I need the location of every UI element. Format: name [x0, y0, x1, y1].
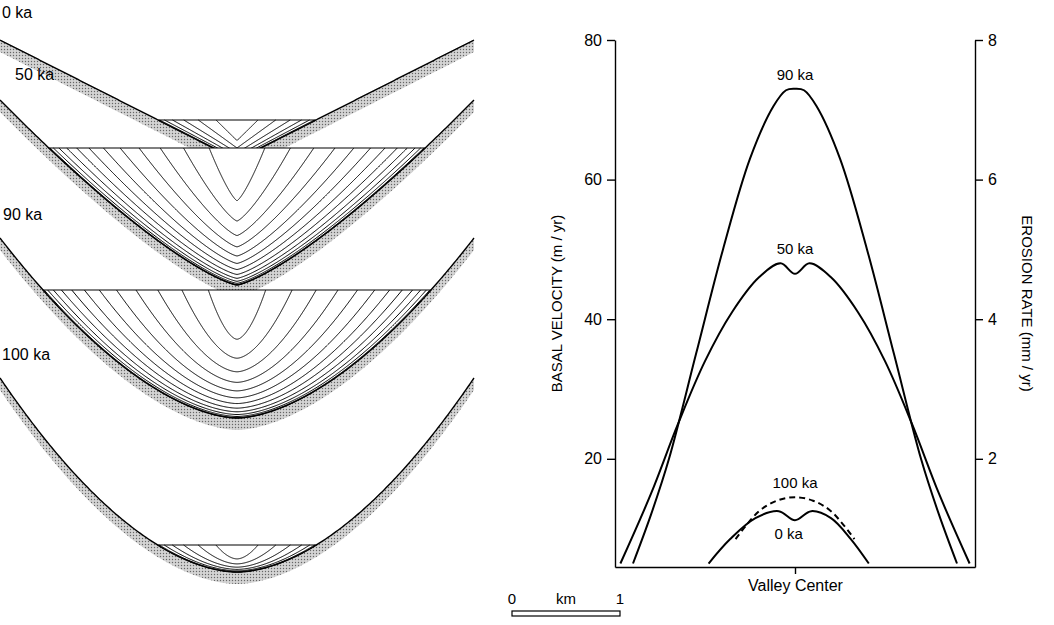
tick-mark	[975, 179, 983, 180]
velocity-contour	[158, 290, 316, 372]
tick-label: 4	[988, 311, 997, 328]
velocity-contour	[67, 148, 408, 278]
bedrock	[0, 238, 474, 430]
velocity-contour	[61, 290, 412, 412]
cross-section: 90 ka	[0, 206, 474, 430]
axis-line	[975, 41, 976, 568]
tick: 2	[975, 450, 997, 467]
cross-section: 100 ka	[0, 346, 474, 584]
velocity-contour	[84, 290, 389, 404]
velocity-contour	[50, 148, 424, 285]
tick-mark	[975, 459, 983, 460]
y-axis-title: BASAL VELOCITY (m / yr)	[548, 215, 565, 393]
figure: 0 ka 50 ka 90 ka 100 ka 0 1 km 20 40 60 80 2 4 6 8 Vall…	[0, 0, 1054, 625]
scale-bar-bar	[512, 611, 620, 616]
section-label: 0 ka	[2, 4, 32, 21]
y2-axis-title: EROSION RATE (mm / yr)	[1019, 215, 1036, 391]
velocity-contour	[159, 545, 314, 572]
velocity-contour	[184, 148, 291, 221]
velocity-contour	[77, 148, 398, 274]
velocity-contour	[172, 545, 301, 569]
cross-sections: 0 ka 50 ka 90 ka 100 ka	[0, 4, 474, 584]
velocity-contour	[53, 290, 420, 415]
velocity-contour	[208, 290, 265, 339]
velocity-contour	[89, 148, 385, 269]
series-line	[709, 511, 869, 563]
velocity-contour	[117, 290, 358, 391]
section-label: 90 ka	[3, 206, 42, 223]
velocity-contour	[48, 290, 427, 416]
axis-line	[615, 41, 616, 568]
velocity-contour	[184, 545, 291, 567]
velocity-contour	[198, 120, 275, 148]
plot-area	[620, 89, 969, 564]
velocity-contour	[139, 148, 335, 247]
tick: 20	[584, 450, 615, 467]
valley-profile	[0, 238, 474, 418]
velocity-contour	[164, 545, 310, 571]
scale-bar-unit: km	[556, 590, 576, 607]
tick: 4	[975, 311, 997, 328]
velocity-contour	[44, 290, 430, 418]
valley-profile	[0, 100, 474, 285]
tick-label: 60	[584, 171, 602, 188]
series-label: 0 ka	[775, 525, 804, 542]
velocity-contour	[103, 148, 370, 263]
velocity-contour	[198, 545, 276, 564]
section-label: 50 ka	[15, 66, 54, 83]
velocity-contour	[160, 148, 314, 236]
series-line	[633, 89, 957, 564]
tick-label: 80	[584, 32, 602, 49]
scale-bar: 0 1 km	[508, 590, 624, 616]
y-axis: 20 40 60 80	[584, 32, 615, 568]
x-axis: Valley Center	[616, 567, 976, 594]
tick-label: 6	[988, 171, 997, 188]
section-label: 100 ka	[2, 346, 50, 363]
tick-mark	[607, 319, 615, 320]
velocity-contour	[53, 148, 420, 283]
tick-mark	[607, 459, 615, 460]
velocity-contour	[182, 290, 292, 358]
scale-bar-label: 1	[616, 590, 624, 607]
ice	[49, 148, 425, 285]
tick: 8	[975, 32, 997, 49]
y2-axis: 2 4 6 8	[975, 32, 997, 568]
tick-mark	[975, 40, 983, 41]
series-line	[620, 263, 969, 563]
tick-mark	[795, 567, 796, 574]
tick-mark	[607, 40, 615, 41]
velocity-contour	[59, 148, 415, 281]
tick-label: 2	[988, 450, 997, 467]
tick-label: 40	[584, 311, 602, 328]
tick-label: Valley Center	[748, 577, 844, 594]
cross-section: 50 ka	[0, 66, 474, 297]
bedrock	[0, 378, 474, 584]
tick: 60	[584, 171, 615, 188]
velocity-contour	[120, 148, 354, 256]
scale-bar-label: 0	[508, 590, 516, 607]
valley-profile	[0, 378, 474, 572]
velocity-contour	[216, 545, 258, 559]
velocity-contour	[99, 290, 374, 398]
ice	[43, 290, 431, 418]
velocity-contour	[216, 120, 258, 141]
series-label: 50 ka	[777, 240, 814, 257]
tick: 40	[584, 311, 615, 328]
tick-label: 20	[584, 450, 602, 467]
tick: 6	[975, 171, 997, 188]
tick-mark	[607, 179, 615, 180]
bedrock	[0, 100, 474, 297]
tick: Valley Center	[748, 567, 844, 594]
cross-section: 0 ka	[0, 4, 474, 171]
valley-profile	[0, 40, 474, 159]
velocity-contour	[209, 148, 265, 201]
series-label: 90 ka	[777, 66, 814, 83]
velocity-contour	[136, 290, 338, 382]
tick: 80	[584, 32, 615, 49]
tick-mark	[975, 319, 983, 320]
velocity-contour	[72, 290, 402, 408]
tick-label: 8	[988, 32, 997, 49]
series-label: 100 ka	[772, 474, 818, 491]
ice	[158, 545, 316, 572]
